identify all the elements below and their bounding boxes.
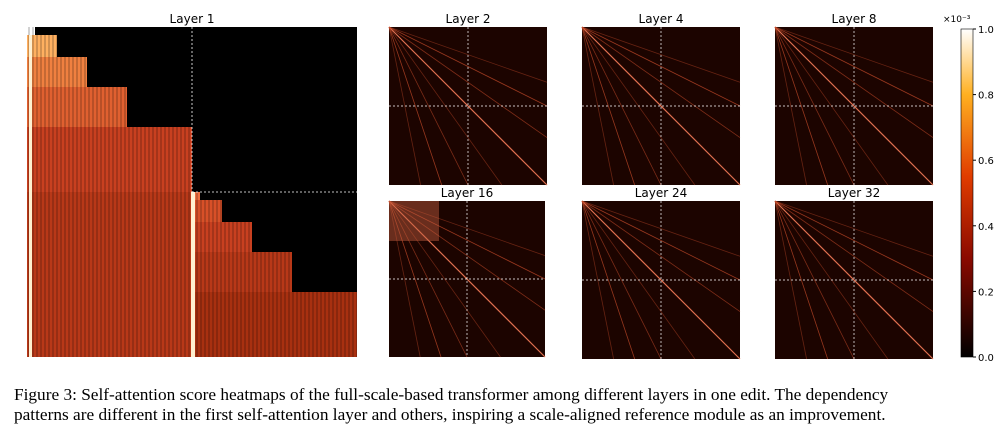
stripe (581, 26, 636, 186)
heatmap (388, 26, 548, 186)
panel-title: Layer 16 (441, 186, 494, 200)
stripe (388, 26, 443, 186)
diagonal (388, 26, 548, 186)
stripe (774, 200, 934, 312)
heatmap (581, 26, 741, 186)
heatmap (581, 200, 741, 360)
diagonal (774, 200, 934, 360)
stripe (581, 26, 662, 186)
stripe (388, 200, 546, 256)
stripe (774, 26, 829, 186)
stripe (581, 26, 741, 83)
colorbar-tick-label: 0.4 (978, 222, 994, 233)
stripe (581, 26, 741, 138)
panel-title: Layer 2 (446, 12, 491, 26)
stripe (388, 200, 546, 280)
figure: Layer 1 Layer 2 Layer 4 Layer 8 Layer 16 Laye… (27, 12, 994, 364)
stripe (581, 200, 741, 312)
panel-title: Layer 4 (639, 12, 684, 26)
heatmaps (27, 26, 934, 360)
heatmap (774, 26, 934, 186)
stripe (388, 26, 421, 186)
stripe (388, 26, 548, 83)
stripe (581, 200, 741, 281)
stripe (774, 200, 934, 281)
colorbar-tick-label: 0.2 (978, 287, 994, 298)
colorbar-multiplier: ×10⁻³ (943, 15, 971, 25)
heatmap-streak (29, 35, 32, 357)
stripe (388, 26, 548, 138)
stripe (388, 26, 469, 186)
stripe (581, 200, 741, 257)
stripe (774, 200, 829, 360)
stripe (581, 26, 741, 107)
stripe (388, 200, 501, 358)
caption-line: patterns are different in the first self… (14, 405, 886, 424)
heatmap (27, 27, 357, 357)
colorbar (960, 28, 974, 358)
stripe (774, 200, 855, 360)
heatmap (388, 200, 546, 358)
stripe (388, 26, 548, 107)
diagonal (774, 26, 934, 186)
stripe (388, 200, 421, 358)
panel-title: Layer 1 (170, 12, 215, 26)
diagonal (581, 200, 741, 360)
diagonal (581, 26, 741, 186)
stripe (388, 200, 546, 311)
panel-title: Layer 24 (635, 186, 688, 200)
heatmap (774, 200, 934, 360)
panel-title: Layer 8 (832, 12, 877, 26)
stripe (774, 26, 855, 186)
stripe (774, 200, 934, 257)
stripe (774, 26, 934, 83)
stripe (388, 200, 468, 358)
panel-title: Layer 32 (828, 186, 881, 200)
colorbar-tick-label: 1.0 (978, 25, 994, 36)
stripe (581, 200, 614, 360)
stripe (774, 26, 934, 138)
caption-line: Figure 3: Self-attention score heatmaps … (14, 385, 889, 404)
stripe (581, 200, 636, 360)
colorbar-tick-label: 0.8 (978, 91, 994, 102)
colorbar-tick-label: 0.6 (978, 156, 994, 167)
stripe (774, 26, 807, 186)
heatmap-block (389, 201, 439, 241)
stripe (581, 200, 662, 360)
colorbar-tick-label: 0.0 (978, 353, 994, 364)
stripe (774, 200, 807, 360)
heatmap-streak (191, 192, 195, 357)
stripe (581, 26, 614, 186)
stripe (774, 26, 934, 107)
